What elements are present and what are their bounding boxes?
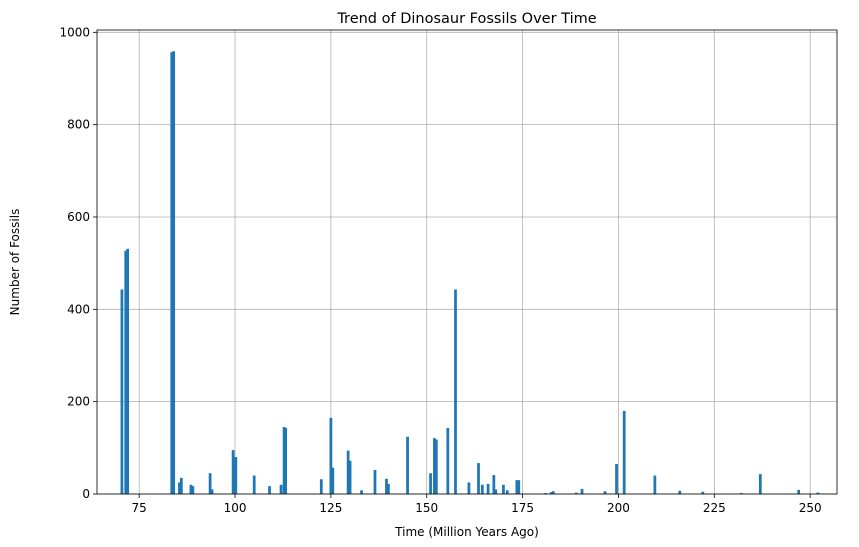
- bar: [406, 436, 409, 494]
- bar: [551, 491, 555, 494]
- y-tick-label: 200: [67, 395, 90, 409]
- bar: [429, 473, 432, 494]
- bar: [758, 474, 762, 494]
- bar: [385, 478, 388, 494]
- bar: [580, 488, 584, 494]
- x-axis-label: Time (Million Years Ago): [394, 525, 539, 539]
- bar: [172, 51, 176, 494]
- bar: [622, 410, 626, 494]
- bar: [178, 482, 181, 494]
- bar: [486, 483, 490, 494]
- bar: [373, 469, 377, 494]
- bar: [492, 475, 496, 494]
- bar: [603, 491, 607, 494]
- bar: [574, 492, 578, 494]
- x-tick-label: 175: [511, 501, 534, 515]
- bar: [282, 427, 286, 494]
- bar: [268, 486, 271, 494]
- bar: [387, 483, 390, 494]
- bar: [653, 475, 657, 494]
- y-tick-label: 800: [67, 118, 90, 132]
- bar: [360, 490, 363, 494]
- x-tick-label: 225: [703, 501, 726, 515]
- bar: [505, 490, 509, 494]
- chart-title: Trend of Dinosaur Fossils Over Time: [336, 11, 596, 27]
- bar: [346, 450, 350, 494]
- bar: [480, 484, 484, 494]
- bar: [434, 439, 438, 494]
- x-tick-label: 200: [607, 501, 630, 515]
- bar: [284, 427, 288, 494]
- bar: [348, 460, 352, 494]
- bar: [120, 289, 124, 494]
- y-tick-label: 400: [67, 302, 90, 316]
- bar: [446, 427, 450, 494]
- bar: [454, 289, 457, 494]
- bar: [517, 480, 521, 494]
- bar: [231, 450, 235, 494]
- x-tick-label: 75: [132, 501, 147, 515]
- bar: [124, 250, 128, 494]
- bar: [816, 492, 820, 494]
- y-axis: 0 200 400 600 800 1000: [59, 25, 97, 501]
- bar: [329, 417, 333, 494]
- x-axis: 75 100 125 150 175 200 225 250: [132, 494, 822, 515]
- bar: [191, 486, 195, 494]
- bar: [515, 480, 519, 494]
- bar: [549, 492, 553, 494]
- bar: [494, 489, 498, 494]
- bar: [279, 484, 283, 494]
- x-tick-label: 250: [799, 501, 822, 515]
- plot-frame: [96, 29, 838, 495]
- bar: [797, 489, 801, 494]
- y-tick-label: 600: [67, 210, 90, 224]
- x-tick-label: 150: [415, 501, 438, 515]
- bar: [210, 489, 214, 494]
- bar: [477, 463, 480, 494]
- bar: [467, 482, 471, 494]
- bar: [170, 52, 174, 494]
- bar: [319, 479, 323, 494]
- x-tick-label: 100: [224, 501, 247, 515]
- bar: [234, 457, 238, 494]
- bar: [615, 463, 618, 494]
- bar: [126, 248, 130, 494]
- y-axis-label: Number of Fossils: [8, 209, 22, 316]
- bar: [502, 484, 505, 494]
- bar: [331, 467, 335, 494]
- bar: [701, 491, 705, 494]
- bars: [120, 51, 820, 494]
- bar: [433, 438, 436, 494]
- y-tick-label: 0: [82, 487, 90, 501]
- bar: [208, 473, 212, 494]
- bar: [252, 475, 256, 494]
- bar: [179, 477, 183, 494]
- bar: [739, 493, 743, 494]
- x-tick-label: 125: [319, 501, 342, 515]
- y-tick-label: 1000: [59, 25, 90, 39]
- bar: [678, 490, 682, 494]
- bar: [544, 493, 547, 494]
- bar: [189, 484, 193, 494]
